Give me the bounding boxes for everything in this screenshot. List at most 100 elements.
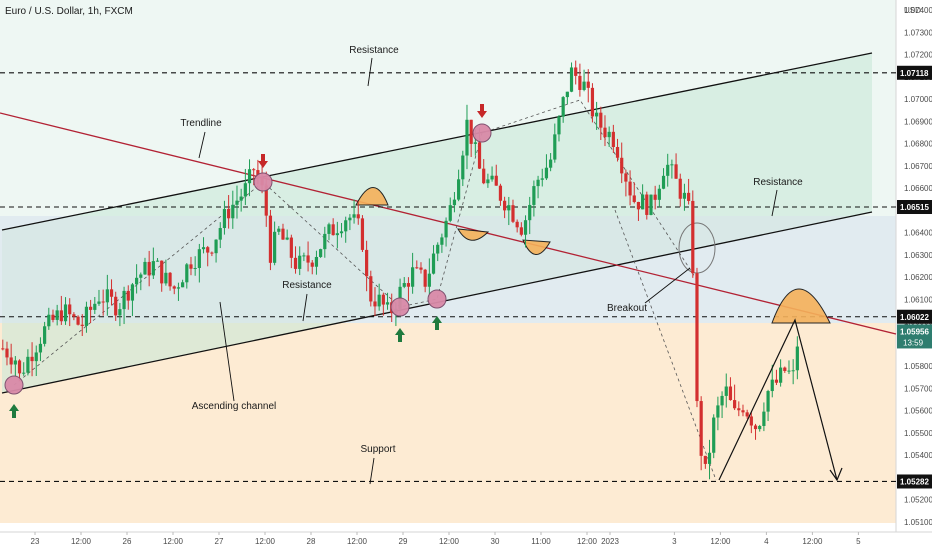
candle-body [758, 425, 762, 430]
candle-body [55, 310, 59, 320]
candle-body [511, 205, 515, 222]
y-tick-label: 1.06600 [904, 184, 932, 193]
candle-body [385, 302, 390, 305]
x-tick-label: 12:00 [710, 537, 731, 546]
candle-body [490, 175, 494, 180]
candle-body [691, 200, 695, 274]
price-axis-currency: USD [904, 6, 921, 15]
touch-marker-3 [390, 297, 410, 317]
candle-body [448, 205, 452, 221]
candle-body [17, 360, 22, 374]
x-tick-label: 4 [764, 537, 769, 546]
arrow-up-icon [395, 328, 405, 342]
candle-body [745, 412, 749, 417]
candle-body [122, 290, 126, 310]
annotation-label: Ascending channel [192, 401, 277, 412]
arc-top-right [771, 288, 831, 324]
candle-body [47, 314, 51, 327]
candle-body [314, 256, 319, 267]
candle-body [444, 220, 448, 238]
y-tick-label: 1.05700 [904, 384, 932, 393]
price-tags: 1.07118 1.06515 1.06022 1.05282 1.05956 13:59 [897, 65, 932, 489]
candle-body [427, 273, 431, 287]
candle-body [779, 367, 783, 383]
pointer-support [369, 457, 375, 485]
candle-body [160, 260, 164, 284]
candle-body [624, 173, 628, 182]
candle-body [494, 175, 498, 186]
candle-body [239, 196, 243, 201]
y-tick-label: 1.05400 [904, 451, 932, 460]
candle-body [549, 159, 553, 168]
pointer-breakout [644, 267, 691, 304]
current-price-label: 1.05956 [900, 327, 929, 336]
candle-body [632, 195, 636, 202]
arrow-up-icon [9, 404, 19, 418]
y-tick-label: 1.06100 [904, 295, 932, 304]
candle-body [557, 116, 561, 135]
annotation-label: Resistance [349, 45, 399, 56]
x-tick-label: 29 [399, 537, 408, 546]
candle-body [783, 367, 787, 372]
candle-body [699, 401, 703, 456]
candle-body [30, 356, 34, 362]
candle-body [84, 306, 89, 326]
candle-body [653, 194, 657, 200]
candle-body [281, 228, 285, 240]
candle-body [306, 255, 310, 263]
candle-body [80, 324, 84, 326]
y-tick-label: 1.06300 [904, 251, 932, 260]
candle-body [210, 252, 214, 254]
candle-body [135, 277, 139, 285]
y-tick-label: 1.05500 [904, 429, 932, 438]
candle-body [553, 134, 557, 160]
candle-body [126, 290, 130, 301]
candle-body [603, 127, 607, 138]
y-tick-label: 1.07300 [904, 28, 932, 37]
x-tick-label: 12:00 [802, 537, 823, 546]
annotations-group: Resistance Trendline Resistance Resistance B… [180, 45, 803, 455]
candle-body [101, 301, 105, 303]
candle-body [703, 455, 707, 464]
y-tick-label: 1.06900 [904, 117, 932, 126]
candle-body [762, 411, 766, 426]
level-price-label: 1.06022 [900, 313, 929, 322]
candle-body [168, 272, 172, 287]
candle-body [607, 131, 611, 138]
candle-body [595, 112, 599, 117]
candle-body [641, 194, 645, 210]
candle-body [666, 164, 670, 176]
candle-body [503, 200, 507, 211]
y-tick-label: 1.06700 [904, 162, 932, 171]
candle-body [51, 314, 55, 320]
candle-body [214, 239, 218, 254]
x-tick-label: 5 [856, 537, 861, 546]
candle-body [227, 209, 231, 219]
candle-body [519, 227, 523, 235]
candle-body [733, 400, 737, 409]
candle-body [457, 179, 461, 200]
x-tick-label: 2023 [601, 537, 619, 546]
candle-body [323, 233, 327, 250]
candle-body [611, 131, 615, 147]
countdown-label: 13:59 [903, 338, 924, 347]
candle-body [118, 309, 122, 316]
candle-body [419, 267, 423, 270]
candle-body [13, 360, 17, 365]
candle-body [716, 405, 720, 418]
annotation-label: Breakout [607, 303, 647, 314]
x-tick-label: 30 [491, 537, 500, 546]
ascending-channel-fill [2, 53, 872, 393]
candle-body [147, 261, 151, 276]
candle-body [139, 274, 143, 278]
x-tick-label: 3 [672, 537, 677, 546]
candle-body [59, 310, 63, 322]
candle-body [578, 75, 582, 90]
channel-upper-line [1, 52, 873, 231]
arc-support-1 [457, 228, 490, 241]
level-price-label: 1.06515 [900, 203, 929, 212]
candle-body [89, 306, 93, 310]
candle-body [114, 296, 118, 316]
annotation-label: Resistance [753, 177, 803, 188]
candle-body [339, 231, 344, 234]
